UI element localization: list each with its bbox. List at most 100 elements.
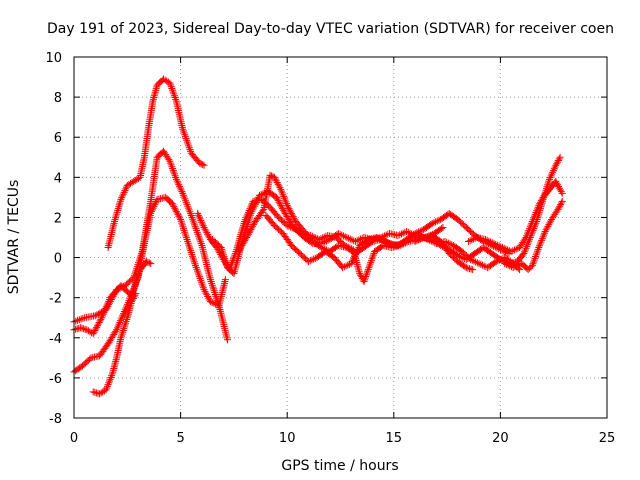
- data-point: [222, 258, 230, 266]
- data-point: [539, 233, 547, 241]
- data-point: [491, 259, 499, 267]
- data-point: [527, 221, 535, 229]
- data-point: [411, 238, 419, 246]
- data-point: [134, 271, 142, 279]
- data-point: [194, 209, 202, 217]
- data-point: [475, 260, 483, 268]
- data-point: [466, 237, 474, 245]
- data-point: [542, 226, 550, 234]
- data-point: [252, 199, 260, 207]
- data-point: [506, 262, 514, 270]
- data-point: [280, 208, 288, 216]
- data-point: [170, 92, 178, 100]
- data-point: [81, 325, 89, 333]
- data-point: [540, 231, 548, 239]
- data-point: [178, 188, 186, 196]
- data-point: [131, 291, 139, 299]
- data-point: [253, 197, 261, 205]
- data-point: [121, 187, 129, 195]
- data-point: [93, 311, 101, 319]
- data-point: [540, 229, 548, 237]
- series-arc-10: [411, 153, 564, 268]
- data-point: [243, 234, 251, 241]
- data-point: [72, 325, 80, 333]
- data-point: [94, 320, 102, 328]
- data-point: [273, 178, 281, 186]
- data-point: [131, 282, 139, 290]
- data-point: [546, 174, 554, 182]
- data-point: [553, 160, 561, 168]
- data-point: [367, 239, 375, 247]
- data-point: [546, 219, 554, 227]
- data-point: [545, 177, 553, 185]
- data-point: [526, 225, 534, 233]
- data-point: [73, 325, 81, 333]
- data-point: [522, 244, 530, 252]
- data-point: [533, 247, 541, 255]
- data-point: [413, 237, 421, 245]
- data-point: [209, 283, 217, 291]
- data-point: [437, 224, 445, 232]
- data-point: [286, 206, 294, 214]
- data-point: [182, 234, 190, 242]
- data-point: [368, 255, 376, 263]
- data-point: [537, 238, 545, 246]
- data-point: [79, 314, 87, 322]
- data-point: [528, 217, 536, 225]
- data-point: [171, 172, 179, 180]
- data-point: [319, 234, 327, 242]
- data-point: [351, 251, 359, 259]
- data-point: [339, 232, 347, 240]
- data-point: [305, 258, 313, 266]
- data-point: [557, 199, 565, 207]
- data-point: [446, 240, 454, 248]
- data-point: [521, 246, 529, 254]
- data-point: [123, 316, 131, 324]
- data-point: [122, 319, 130, 327]
- data-point: [336, 230, 344, 238]
- y-tick-label: 4: [54, 171, 62, 186]
- data-point: [200, 286, 208, 294]
- data-point: [366, 260, 374, 268]
- data-point: [89, 330, 97, 338]
- data-point: [121, 321, 129, 329]
- data-point: [469, 266, 477, 274]
- data-point: [531, 212, 539, 220]
- data-point: [168, 199, 176, 207]
- data-point: [175, 212, 183, 220]
- data-point: [532, 253, 540, 261]
- data-point: [404, 228, 412, 236]
- data-point: [348, 236, 356, 244]
- axis-ticks: [73, 56, 608, 419]
- data-point: [80, 325, 88, 333]
- data-point: [119, 328, 127, 336]
- data-point: [248, 208, 256, 216]
- data-point: [112, 327, 120, 335]
- data-point: [136, 267, 144, 275]
- data-point: [268, 172, 276, 180]
- data-point: [273, 195, 281, 203]
- data-point: [549, 168, 557, 176]
- data-point: [147, 260, 155, 268]
- data-point: [530, 214, 538, 222]
- data-point: [266, 171, 274, 179]
- data-point: [248, 224, 256, 232]
- data-point: [511, 263, 519, 271]
- data-point: [289, 213, 297, 221]
- data-point: [120, 308, 128, 316]
- data-point: [218, 247, 226, 255]
- data-point: [271, 175, 279, 183]
- data-point: [170, 168, 178, 176]
- data-point: [277, 185, 285, 193]
- data-point: [367, 257, 375, 265]
- data-point: [487, 238, 495, 246]
- data-point: [104, 381, 112, 389]
- x-tick-label: 15: [386, 431, 403, 446]
- data-point: [91, 312, 99, 320]
- data-point: [113, 208, 121, 216]
- data-point: [244, 232, 252, 240]
- data-point: [219, 249, 227, 257]
- y-tick-label: 2: [54, 211, 62, 226]
- data-point: [381, 238, 389, 246]
